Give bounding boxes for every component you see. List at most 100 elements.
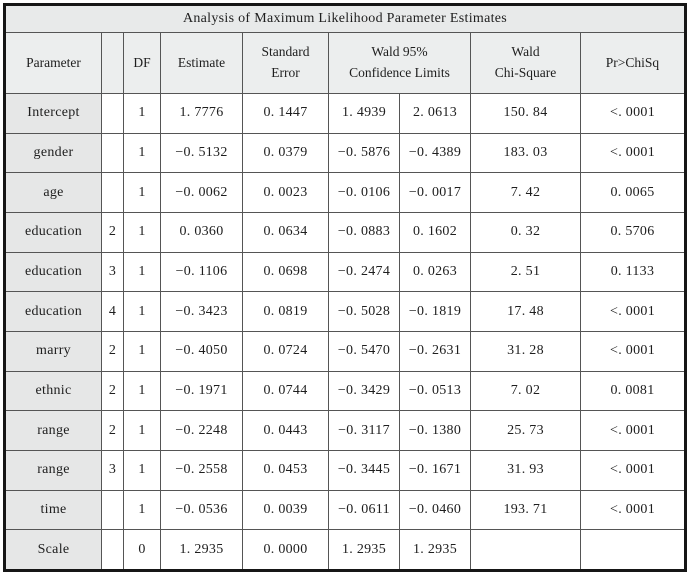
table-row: education 4 1 −0. 3423 0. 0819 −0. 5028 −0. 18… — [4, 291, 686, 332]
p-value-cell — [580, 529, 686, 571]
estimate-cell: 1. 2935 — [160, 529, 243, 571]
df-cell: 1 — [123, 410, 161, 451]
ci-upper-cell: 2. 0613 — [399, 93, 471, 134]
table-row: education 3 1 −0. 1106 0. 0698 −0. 2474 0. 026… — [4, 251, 686, 293]
chi-square-cell: 7. 42 — [470, 172, 581, 213]
parameter-cell: education — [4, 251, 102, 293]
p-value-cell: 0. 0065 — [580, 172, 686, 213]
col-header-wald-chi-square: Wald Chi-Square — [470, 32, 581, 94]
level-cell — [101, 529, 124, 571]
estimate-cell: −0. 0536 — [160, 489, 243, 531]
table-row: education 2 1 0. 0360 0. 0634 −0. 0883 0. 1602… — [4, 211, 686, 253]
estimate-cell: −0. 1106 — [160, 251, 243, 293]
df-cell: 1 — [123, 449, 161, 491]
ci-lower-cell: −0. 5876 — [328, 132, 400, 174]
table-header-row: Parameter DF Estimate Standard Error Wal… — [4, 32, 686, 94]
estimate-cell: −0. 4050 — [160, 330, 243, 372]
df-cell: 1 — [123, 211, 161, 253]
parameter-cell: Intercept — [4, 93, 102, 134]
ci-upper-cell: −0. 1671 — [399, 449, 471, 491]
level-cell: 2 — [101, 330, 124, 372]
col-header-pr-chisq: Pr>ChiSq — [580, 32, 686, 94]
std-error-cell: 0. 0634 — [242, 211, 329, 253]
parameter-cell: ethnic — [4, 370, 102, 412]
ci-upper-cell: 1. 2935 — [399, 529, 471, 571]
df-cell: 1 — [123, 370, 161, 412]
parameter-cell: Scale — [4, 529, 102, 571]
p-value-cell: <. 0001 — [580, 410, 686, 451]
std-error-cell: 0. 0744 — [242, 370, 329, 412]
ci-lower-cell: 1. 2935 — [328, 529, 400, 571]
df-cell: 1 — [123, 251, 161, 293]
ci-lower-cell: −0. 0106 — [328, 172, 400, 213]
table-row: gender 1 −0. 5132 0. 0379 −0. 5876 −0. 4389 18… — [4, 132, 686, 174]
p-value-cell: 0. 5706 — [580, 211, 686, 253]
table-row: time 1 −0. 0536 0. 0039 −0. 0611 −0. 0460 193.… — [4, 489, 686, 531]
p-value-cell: 0. 1133 — [580, 251, 686, 293]
estimate-cell: −0. 0062 — [160, 172, 243, 213]
df-cell: 1 — [123, 291, 161, 332]
col-header-confidence-limits: Wald 95% Confidence Limits — [328, 32, 471, 94]
ci-lower-cell: −0. 3445 — [328, 449, 400, 491]
col-header-standard-error: Standard Error — [242, 32, 329, 94]
std-error-cell: 0. 1447 — [242, 93, 329, 134]
estimate-cell: −0. 2558 — [160, 449, 243, 491]
mle-estimates-table: Analysis of Maximum Likelihood Parameter… — [3, 3, 687, 572]
level-cell — [101, 489, 124, 531]
std-error-cell: 0. 0443 — [242, 410, 329, 451]
ci-upper-cell: 0. 1602 — [399, 211, 471, 253]
parameter-cell: marry — [4, 330, 102, 372]
estimate-cell: −0. 3423 — [160, 291, 243, 332]
p-value-cell: <. 0001 — [580, 132, 686, 174]
level-cell — [101, 93, 124, 134]
col-header-level — [101, 32, 124, 94]
table-row: ethnic 2 1 −0. 1971 0. 0744 −0. 3429 −0. 0513 7… — [4, 370, 686, 412]
estimate-cell: −0. 2248 — [160, 410, 243, 451]
col-header-confidence-limits-line1: Wald 95% — [371, 44, 428, 60]
ci-upper-cell: −0. 1380 — [399, 410, 471, 451]
level-cell: 3 — [101, 449, 124, 491]
ci-lower-cell: −0. 2474 — [328, 251, 400, 293]
chi-square-cell: 31. 28 — [470, 330, 581, 372]
table-row: Intercept 1 1. 7776 0. 1447 1. 4939 2. 0613 15… — [4, 93, 686, 134]
col-header-confidence-limits-line2: Confidence Limits — [349, 65, 450, 80]
ci-lower-cell: −0. 0883 — [328, 211, 400, 253]
p-value-cell: <. 0001 — [580, 449, 686, 491]
table-title-row: Analysis of Maximum Likelihood Parameter… — [4, 4, 686, 33]
std-error-cell: 0. 0000 — [242, 529, 329, 571]
estimate-cell: 1. 7776 — [160, 93, 243, 134]
std-error-cell: 0. 0698 — [242, 251, 329, 293]
parameter-cell: range — [4, 410, 102, 451]
df-cell: 1 — [123, 132, 161, 174]
parameter-cell: gender — [4, 132, 102, 174]
col-header-standard-error-line1: Standard — [261, 44, 310, 60]
table-body: Intercept 1 1. 7776 0. 1447 1. 4939 2. 0613 15… — [4, 93, 686, 571]
parameter-cell: age — [4, 172, 102, 213]
ci-upper-cell: −0. 0017 — [399, 172, 471, 213]
col-header-estimate: Estimate — [160, 32, 243, 94]
ci-upper-cell: −0. 0460 — [399, 489, 471, 531]
ci-upper-cell: −0. 0513 — [399, 370, 471, 412]
parameter-cell: education — [4, 211, 102, 253]
p-value-cell: <. 0001 — [580, 489, 686, 531]
chi-square-cell: 25. 73 — [470, 410, 581, 451]
chi-square-cell: 2. 51 — [470, 251, 581, 293]
ci-upper-cell: −0. 4389 — [399, 132, 471, 174]
parameter-cell: time — [4, 489, 102, 531]
p-value-cell: 0. 0081 — [580, 370, 686, 412]
level-cell: 2 — [101, 211, 124, 253]
chi-square-cell — [470, 529, 581, 571]
col-header-parameter: Parameter — [4, 32, 102, 94]
level-cell: 3 — [101, 251, 124, 293]
table-title: Analysis of Maximum Likelihood Parameter… — [4, 4, 686, 33]
df-cell: 0 — [123, 529, 161, 571]
df-cell: 1 — [123, 330, 161, 372]
chi-square-cell: 150. 84 — [470, 93, 581, 134]
std-error-cell: 0. 0453 — [242, 449, 329, 491]
chi-square-cell: 0. 32 — [470, 211, 581, 253]
level-cell: 2 — [101, 410, 124, 451]
ci-lower-cell: −0. 5470 — [328, 330, 400, 372]
table-row: range 2 1 −0. 2248 0. 0443 −0. 3117 −0. 1380 25… — [4, 410, 686, 451]
df-cell: 1 — [123, 489, 161, 531]
